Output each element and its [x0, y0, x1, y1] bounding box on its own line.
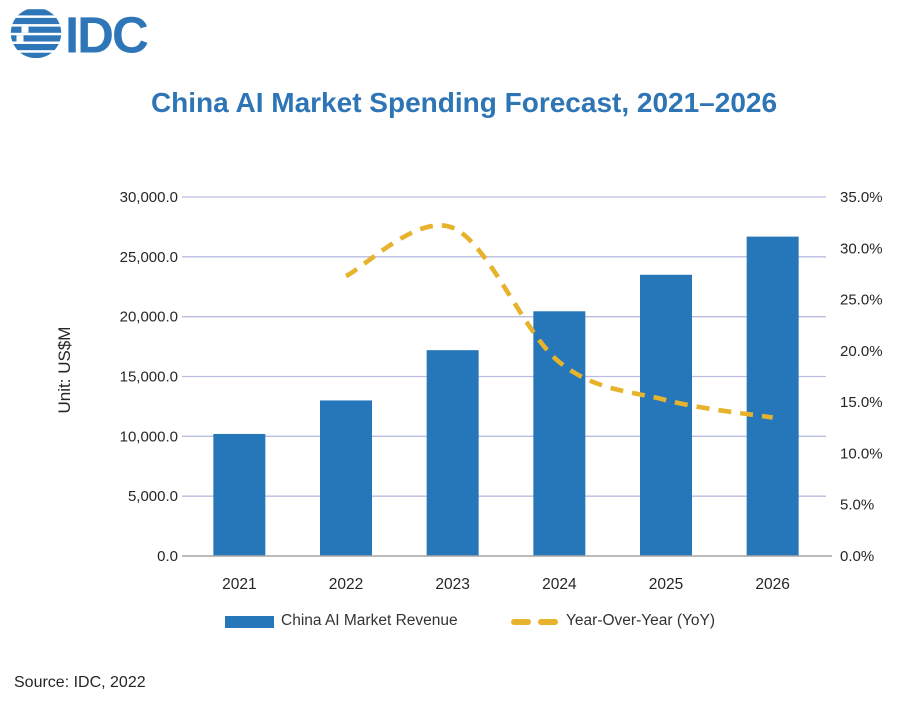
legend-label-revenue: China AI Market Revenue — [281, 612, 458, 629]
source-note: Source: IDC, 2022 — [14, 674, 146, 691]
legend-item-yoy: Year-Over-Year (YoY) — [511, 612, 715, 630]
legend-bar-swatch-icon — [225, 616, 274, 628]
left-axis-tick-0: 0.0 — [157, 548, 178, 565]
right-axis-tick-3: 15.0% — [840, 394, 883, 411]
legend-label-yoy: Year-Over-Year (YoY) — [566, 612, 716, 629]
right-axis-tick-2: 10.0% — [840, 445, 883, 462]
bar-2025 — [640, 274, 692, 556]
left-axis-tick-4: 20,000.0 — [120, 309, 178, 326]
bar-2023 — [426, 350, 479, 556]
left-axis-tick-6: 30,000.0 — [120, 189, 178, 206]
x-axis-label-2024: 2024 — [542, 576, 577, 593]
left-axis-tick-3: 15,000.0 — [120, 369, 178, 386]
x-axis-label-2022: 2022 — [329, 576, 363, 593]
bar-2022 — [320, 400, 372, 556]
legend-item-revenue: China AI Market Revenue — [225, 612, 458, 630]
right-axis-tick-6: 30.0% — [840, 240, 883, 257]
chart-title: China AI Market Spending Forecast, 2021–… — [150, 87, 778, 118]
x-axis-label-2025: 2025 — [649, 576, 683, 593]
left-axis-tick-2: 10,000.0 — [120, 428, 178, 445]
bar-2026 — [746, 236, 799, 556]
idc-globe-icon — [10, 9, 62, 58]
right-axis-tick-4: 20.0% — [840, 343, 883, 360]
bar-2021 — [213, 433, 266, 556]
left-axis-tick-1: 5,000.0 — [128, 488, 178, 505]
x-axis-label-2023: 2023 — [435, 576, 469, 593]
right-axis-tick-7: 35.0% — [840, 189, 883, 206]
right-axis-tick-1: 5.0% — [840, 497, 874, 514]
idc-logo-text: IDC — [65, 7, 148, 59]
x-axis-label-2021: 2021 — [222, 576, 256, 593]
x-axis-label-2026: 2026 — [755, 576, 789, 593]
idc-logo: IDC — [10, 7, 150, 59]
right-axis-tick-5: 25.0% — [840, 292, 883, 309]
bar-2024 — [533, 311, 586, 556]
right-axis-tick-0: 0.0% — [840, 548, 874, 565]
legend-dash-swatch-icon — [511, 619, 558, 625]
left-axis-tick-5: 25,000.0 — [120, 249, 178, 266]
